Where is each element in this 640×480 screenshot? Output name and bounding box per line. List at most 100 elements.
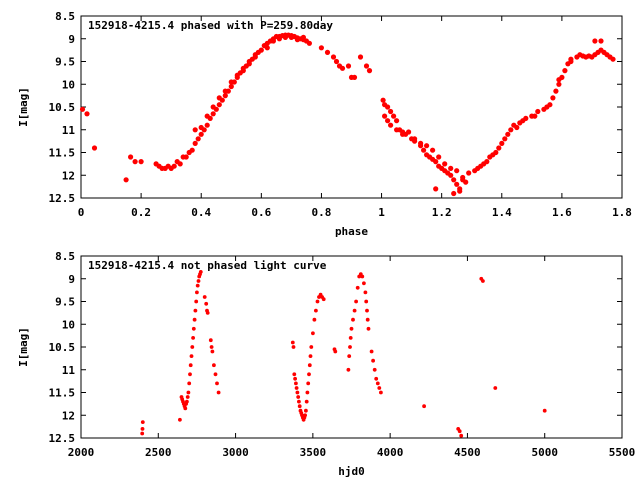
data-point xyxy=(178,417,182,422)
data-point xyxy=(210,349,215,354)
data-point xyxy=(295,390,300,395)
data-point xyxy=(391,113,397,119)
data-point xyxy=(315,299,320,304)
data-point xyxy=(216,95,222,101)
data-point xyxy=(354,299,358,304)
data-point xyxy=(307,363,312,368)
data-point xyxy=(79,106,86,112)
data-point xyxy=(215,381,219,386)
data-point xyxy=(375,381,380,386)
data-point xyxy=(523,115,529,121)
y-tick-label: 12.5 xyxy=(49,192,76,205)
data-point xyxy=(210,111,216,117)
data-point xyxy=(270,38,276,44)
phased-light-curve-panel: 0 0.2 0.4 0.6 0.8 1 1.2 1.4 1.6 1.8 8.5 9 9.5 10 10.5 1… xyxy=(17,10,632,238)
x-tick-label: 0.8 xyxy=(312,206,332,219)
data-point xyxy=(394,118,400,124)
data-point xyxy=(610,56,616,62)
data-point xyxy=(324,49,331,56)
x-tick-label: 2500 xyxy=(145,446,172,459)
data-point xyxy=(304,399,309,404)
data-point xyxy=(303,413,307,418)
y-tick-label: 10 xyxy=(62,318,75,331)
y-tick-label: 9.5 xyxy=(55,56,75,69)
data-point xyxy=(222,93,228,99)
unphased-light-curve-panel: 2000 2500 3000 3500 4000 4500 5000 5500 8.5 9 9.5 1… xyxy=(17,250,635,478)
data-point xyxy=(484,159,490,165)
data-point xyxy=(436,154,442,160)
x-tick-label: 1.8 xyxy=(612,206,632,219)
phased-x-axis-label: phase xyxy=(335,225,368,238)
data-point xyxy=(345,63,352,69)
y-tick-label: 12 xyxy=(62,169,75,182)
data-point xyxy=(348,345,352,349)
data-point xyxy=(132,159,138,165)
phased-data-points xyxy=(79,32,616,197)
data-point xyxy=(140,427,145,431)
data-point xyxy=(183,154,189,160)
data-point xyxy=(192,317,197,322)
data-point xyxy=(306,381,311,386)
data-point xyxy=(140,431,145,436)
data-point xyxy=(346,367,351,372)
unphased-chart-title: 152918-4215.4 not phased light curve xyxy=(88,259,327,272)
data-point xyxy=(451,177,457,183)
data-point xyxy=(366,68,373,74)
data-point xyxy=(382,113,388,119)
phased-chart-title: 152918-4215.4 phased with P=259.80day xyxy=(88,19,333,32)
data-point xyxy=(433,186,439,192)
data-point xyxy=(514,124,520,131)
y-tick-label: 11 xyxy=(62,364,76,377)
data-point xyxy=(357,54,364,60)
data-point xyxy=(553,88,559,94)
x-tick-label: 0 xyxy=(78,206,85,219)
data-point xyxy=(306,40,312,46)
data-point xyxy=(535,108,541,115)
data-point xyxy=(556,77,562,83)
y-tick-label: 11 xyxy=(62,124,76,137)
data-point xyxy=(457,186,463,192)
data-point xyxy=(550,95,556,101)
data-point xyxy=(430,147,436,153)
data-point xyxy=(212,363,216,368)
data-point xyxy=(290,340,295,345)
data-point xyxy=(347,354,352,358)
data-point xyxy=(195,290,199,295)
data-point xyxy=(282,34,288,41)
data-point xyxy=(196,279,201,283)
data-point xyxy=(454,181,460,187)
data-point xyxy=(294,37,300,43)
data-point xyxy=(128,154,134,160)
data-point xyxy=(291,345,296,349)
data-point xyxy=(365,308,369,313)
data-point xyxy=(351,317,355,322)
data-point xyxy=(192,140,198,146)
data-point xyxy=(204,113,210,119)
x-tick-label: 2000 xyxy=(68,446,95,459)
data-point xyxy=(305,390,310,395)
data-point xyxy=(333,58,340,65)
data-point xyxy=(349,326,354,331)
data-point xyxy=(351,74,358,80)
data-point xyxy=(202,295,207,299)
data-point xyxy=(213,372,218,377)
data-point xyxy=(192,127,198,133)
y-tick-label: 12 xyxy=(62,409,75,422)
data-point xyxy=(311,331,315,336)
data-point xyxy=(556,81,562,87)
data-point xyxy=(294,386,299,390)
x-tick-label: 3500 xyxy=(300,446,327,459)
data-point xyxy=(312,317,317,322)
data-point xyxy=(252,54,258,60)
data-point xyxy=(448,165,454,171)
data-point xyxy=(366,326,371,331)
data-point xyxy=(355,285,360,290)
data-point xyxy=(198,270,203,274)
data-point xyxy=(412,136,418,142)
data-point xyxy=(364,299,369,304)
data-point xyxy=(222,88,228,94)
data-point xyxy=(598,38,604,44)
data-point xyxy=(418,140,424,146)
data-point xyxy=(421,147,427,153)
data-point xyxy=(188,363,193,368)
